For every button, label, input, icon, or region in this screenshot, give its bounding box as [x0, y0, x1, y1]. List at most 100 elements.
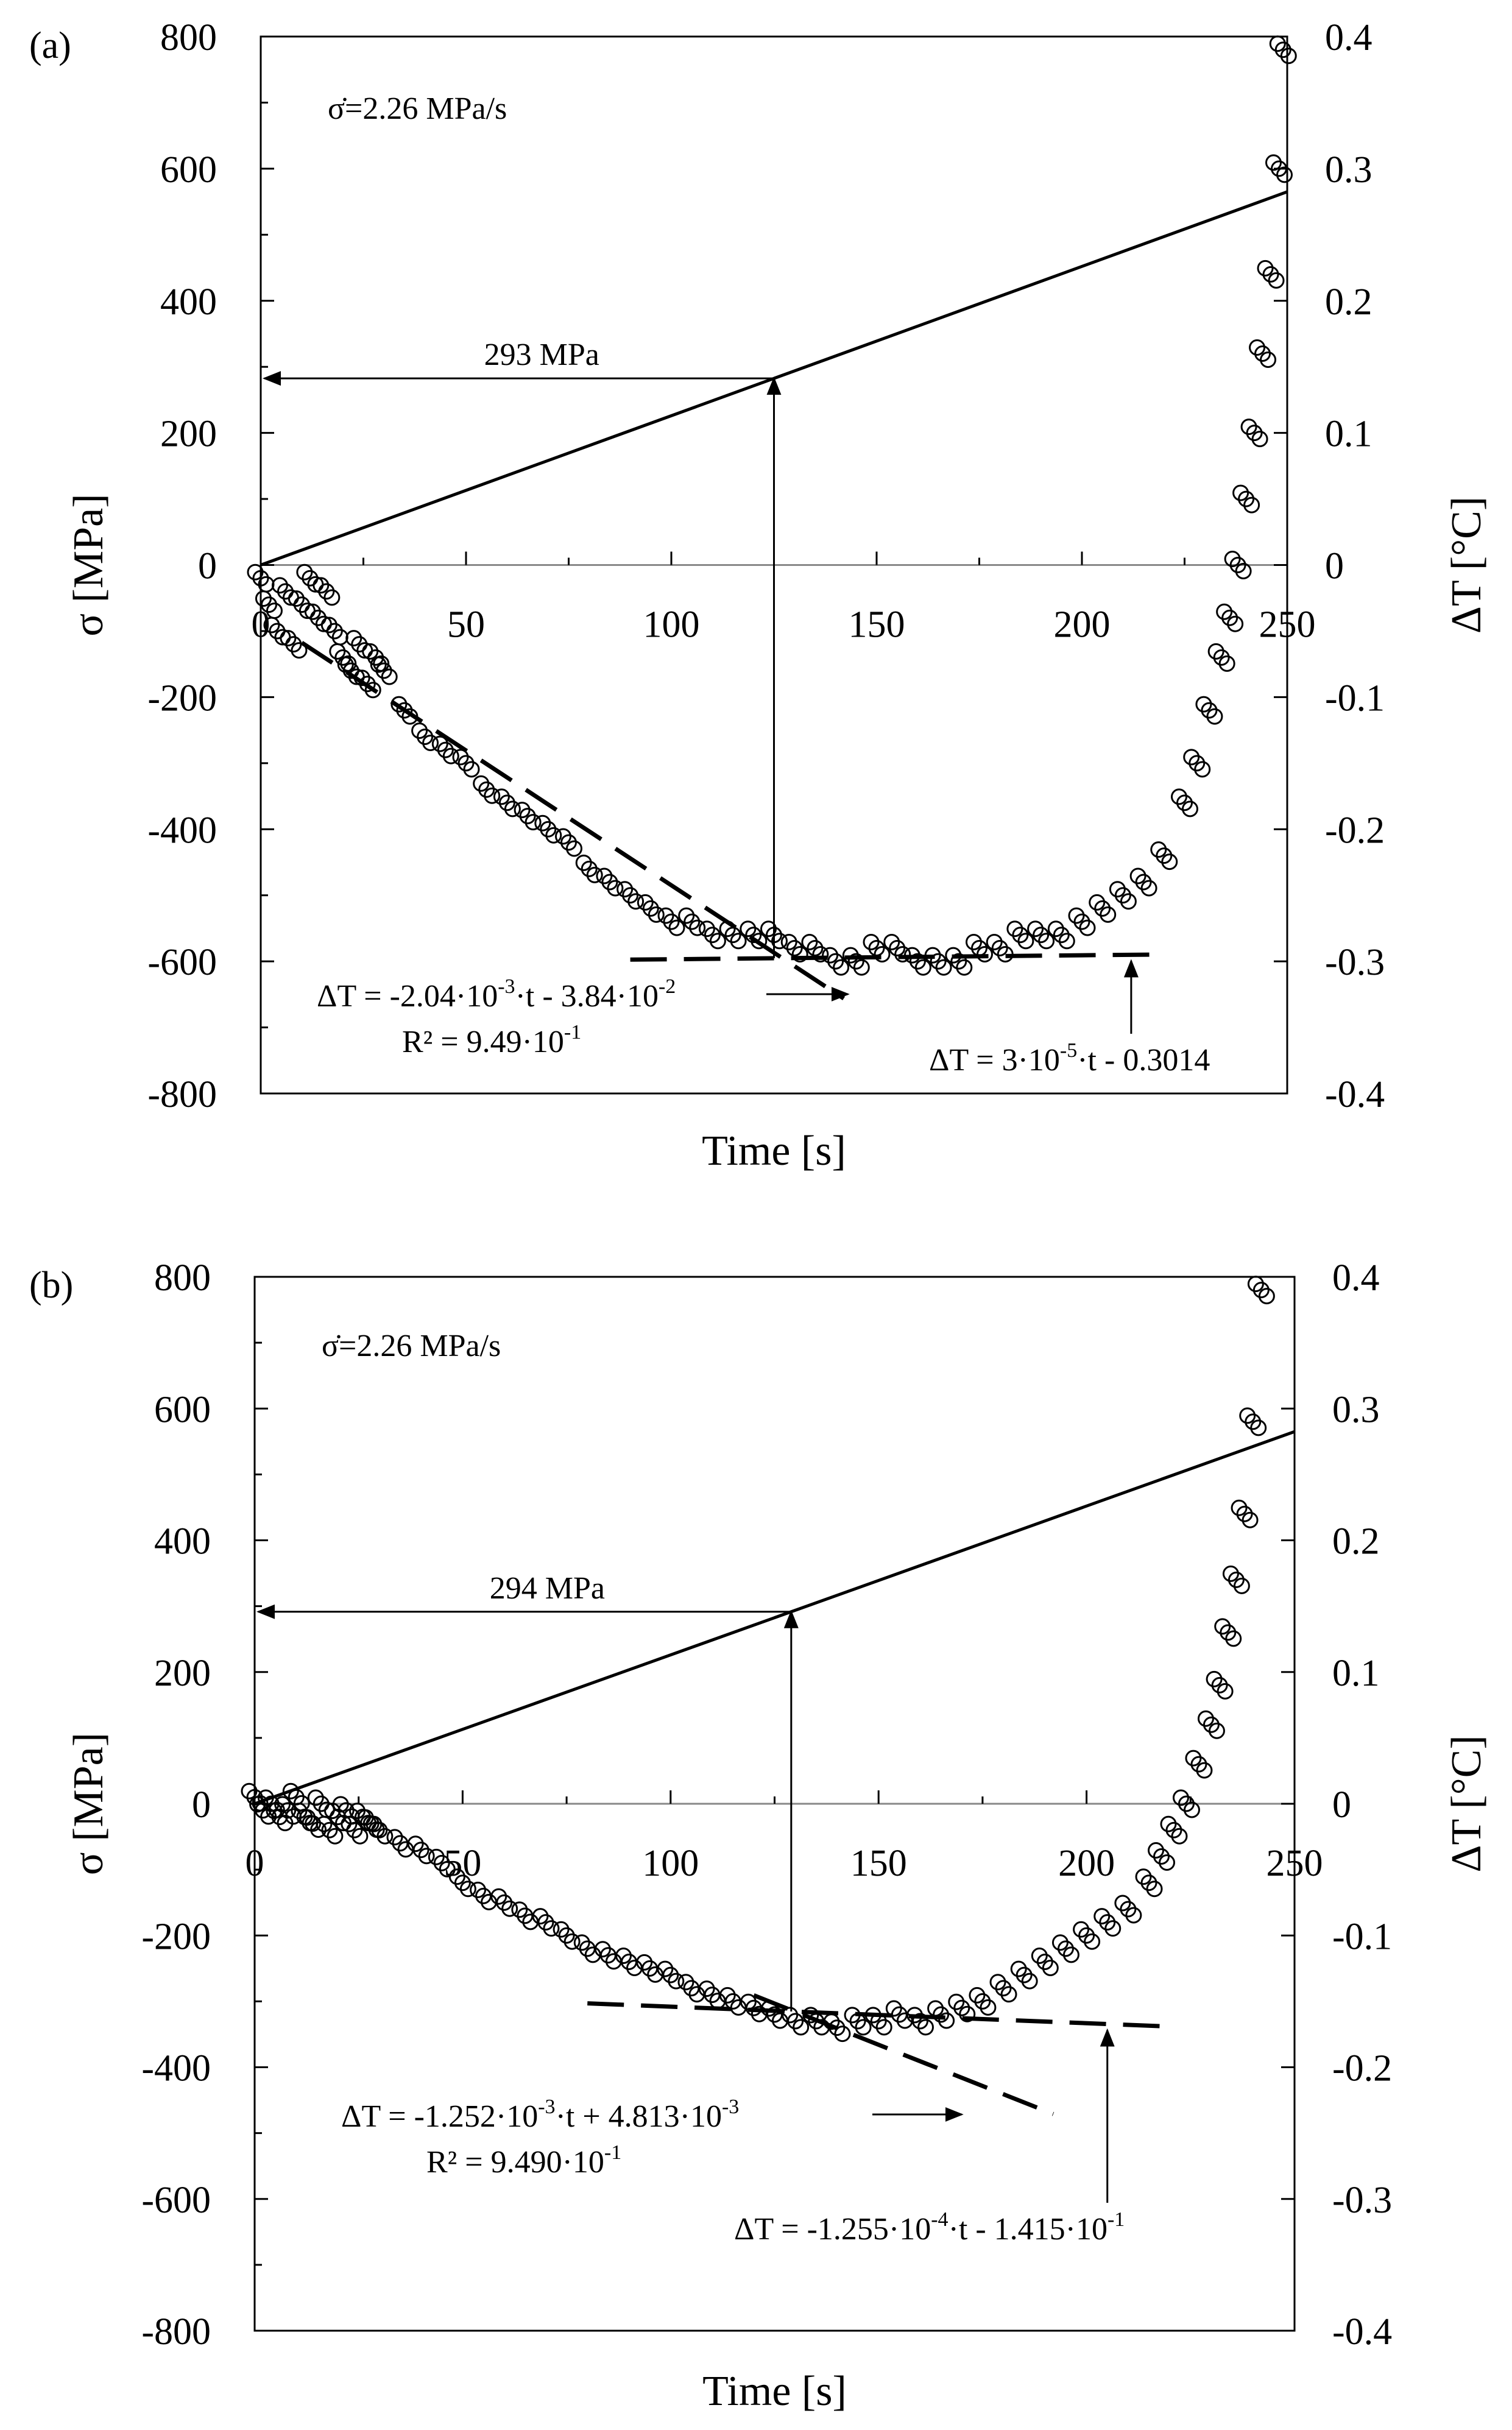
- x-tick-label: 200: [1058, 1843, 1115, 1884]
- temperature-point: [1265, 154, 1282, 171]
- temperature-point: [470, 1881, 487, 1898]
- temperature-point: [496, 1894, 513, 1911]
- temperature-point: [812, 945, 829, 962]
- temperature-point: [1260, 351, 1277, 368]
- temperature-point: [1225, 1630, 1242, 1647]
- x-axis-title: Time [s]: [702, 1128, 846, 1174]
- temperature-point: [980, 1999, 997, 2016]
- temperature-point: [1114, 887, 1131, 904]
- temperature-point: [534, 814, 551, 832]
- temperature-point: [787, 2013, 804, 2030]
- temperature-point: [1021, 1973, 1038, 1990]
- temperature-point: [1084, 1933, 1101, 1950]
- temperature-point: [678, 907, 695, 924]
- temperature-point: [511, 1901, 528, 1918]
- temperature-point: [974, 1993, 991, 2010]
- temperature-point: [704, 927, 721, 944]
- temperature-point: [1269, 35, 1286, 52]
- temperature-point: [950, 953, 967, 970]
- temperature-point: [412, 1842, 429, 1859]
- temperature-point: [1140, 1874, 1157, 1891]
- y-right-tick-label: -0.4: [1332, 2311, 1392, 2353]
- temperature-point: [1036, 1954, 1053, 1970]
- temperature-point: [874, 945, 891, 962]
- temperature-point: [296, 563, 313, 581]
- temperature-point: [1160, 1815, 1177, 1832]
- temperature-point: [484, 787, 501, 804]
- temperature-point: [407, 1835, 424, 1853]
- temperature-point: [1233, 1577, 1250, 1594]
- temperature-point: [622, 887, 639, 904]
- temperature-point: [1156, 847, 1173, 864]
- temperature-point: [917, 2019, 934, 2036]
- y-left-tick-label: 800: [154, 1257, 211, 1299]
- temperature-point: [288, 590, 305, 607]
- temperature-point: [555, 828, 571, 845]
- temperature-point: [1276, 166, 1293, 183]
- y-right-tick-label: 0.2: [1332, 1521, 1380, 1563]
- temperature-point: [782, 2007, 799, 2024]
- temperature-point: [390, 696, 408, 713]
- temperature-point: [1214, 1618, 1231, 1635]
- y-left-tick-label: 200: [154, 1653, 211, 1694]
- temperature-point: [842, 947, 859, 964]
- temperature-point: [575, 854, 592, 871]
- temperature-point: [247, 563, 264, 581]
- temperature-point: [437, 741, 454, 758]
- temperature-point: [532, 1908, 549, 1925]
- temperature-point: [1171, 1828, 1188, 1845]
- r-squared-label: R² = 9.49·10-1: [402, 1021, 581, 1059]
- r-squared-label: R² = 9.490·10-1: [426, 2141, 621, 2180]
- temperature-point: [959, 2005, 976, 2022]
- temperature-point: [537, 1914, 554, 1931]
- temperature-point: [986, 933, 1003, 950]
- temperature-point: [1242, 1511, 1259, 1528]
- y-right-tick-label: 0.1: [1325, 414, 1372, 455]
- x-tick-label: 50: [447, 604, 485, 646]
- temperature-point: [334, 649, 352, 666]
- temperature-point: [1231, 1499, 1248, 1516]
- temperature-point: [1216, 603, 1233, 620]
- x-tick-label: 250: [1266, 1843, 1323, 1884]
- temperature-point: [1161, 853, 1178, 871]
- temperature-point: [1249, 339, 1266, 356]
- temperature-point: [346, 1821, 363, 1838]
- temperature-point: [938, 2012, 955, 2029]
- temperature-point: [677, 1974, 694, 1991]
- x-tick-label: 150: [850, 1843, 907, 1884]
- temperature-point: [1042, 1960, 1059, 1976]
- temperature-point: [1257, 260, 1274, 277]
- temperature-point: [1099, 1914, 1116, 1931]
- y-right-tick-label: 0.3: [1325, 149, 1372, 191]
- temperature-point: [1280, 48, 1297, 65]
- temperature-point: [847, 953, 864, 970]
- temperature-point: [1247, 1276, 1264, 1293]
- temperature-point: [1031, 1948, 1048, 1964]
- temperature-point: [1153, 1848, 1170, 1865]
- temperature-point: [1129, 867, 1146, 885]
- fit-2-equation-label: ΔT = -1.255·10-4·t - 1.415·10-1: [734, 2208, 1125, 2247]
- temperature-point: [636, 1954, 653, 1971]
- temperature-point: [1228, 1571, 1245, 1588]
- temperature-point: [519, 808, 536, 825]
- temperature-point: [953, 1999, 970, 2016]
- chart-panel-a: 800 600 400 200 0 -200 -400 -600 -800 0.4 0.3 0.2 0.…: [29, 17, 1490, 1174]
- temperature-point: [719, 1987, 736, 2004]
- y-right-tick-label: 0: [1325, 546, 1344, 587]
- temperature-point: [909, 953, 926, 970]
- temperature-point: [371, 1821, 388, 1838]
- temperature-point: [332, 1796, 349, 1813]
- temperature-point: [930, 953, 947, 970]
- temperature-point: [662, 1966, 679, 1983]
- temperature-point: [418, 1848, 435, 1865]
- temperature-point: [1217, 1683, 1234, 1700]
- temperature-point: [827, 953, 844, 970]
- temperature-point: [1220, 1624, 1237, 1641]
- temperature-point: [601, 874, 618, 891]
- temperature-point: [252, 570, 269, 587]
- temperature-point: [241, 1782, 258, 1800]
- temperature-point: [1104, 1920, 1122, 1937]
- temperature-point: [1159, 1854, 1176, 1871]
- y-right-tick-label: 0: [1332, 1784, 1351, 1826]
- temperature-point: [1148, 1842, 1165, 1859]
